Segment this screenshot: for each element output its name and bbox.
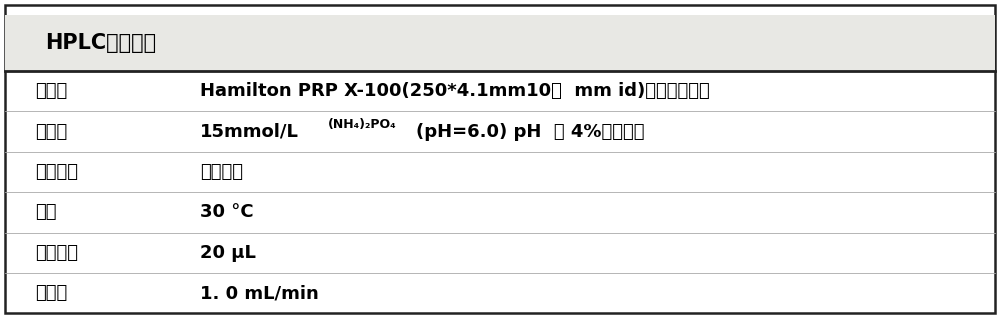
Text: 等度洗脱: 等度洗脱: [200, 163, 243, 181]
Text: HPLC工作条件: HPLC工作条件: [45, 33, 156, 53]
Text: (NH₄)₂PO₄: (NH₄)₂PO₄: [328, 118, 396, 131]
Text: 1. 0 mL/min: 1. 0 mL/min: [200, 284, 319, 302]
Text: (pH=6.0) pH  用 4%甲酸调节: (pH=6.0) pH 用 4%甲酸调节: [416, 123, 645, 141]
Text: 30 °C: 30 °C: [200, 203, 254, 221]
Text: 20 μL: 20 μL: [200, 244, 256, 262]
Text: 流动相: 流动相: [35, 123, 67, 141]
Text: Hamilton PRP X-100(250*4.1mm10，  mm id)阴离子交换柱: Hamilton PRP X-100(250*4.1mm10， mm id)阴离…: [200, 82, 710, 100]
Text: 15mmol/L: 15mmol/L: [200, 123, 299, 141]
Text: 进样体积: 进样体积: [35, 244, 78, 262]
Text: 洗脱方式: 洗脱方式: [35, 163, 78, 181]
Text: 柱温: 柱温: [35, 203, 56, 221]
Bar: [5, 15, 995, 71]
Text: 进样量: 进样量: [35, 284, 67, 302]
Text: 色谱柱: 色谱柱: [35, 82, 67, 100]
